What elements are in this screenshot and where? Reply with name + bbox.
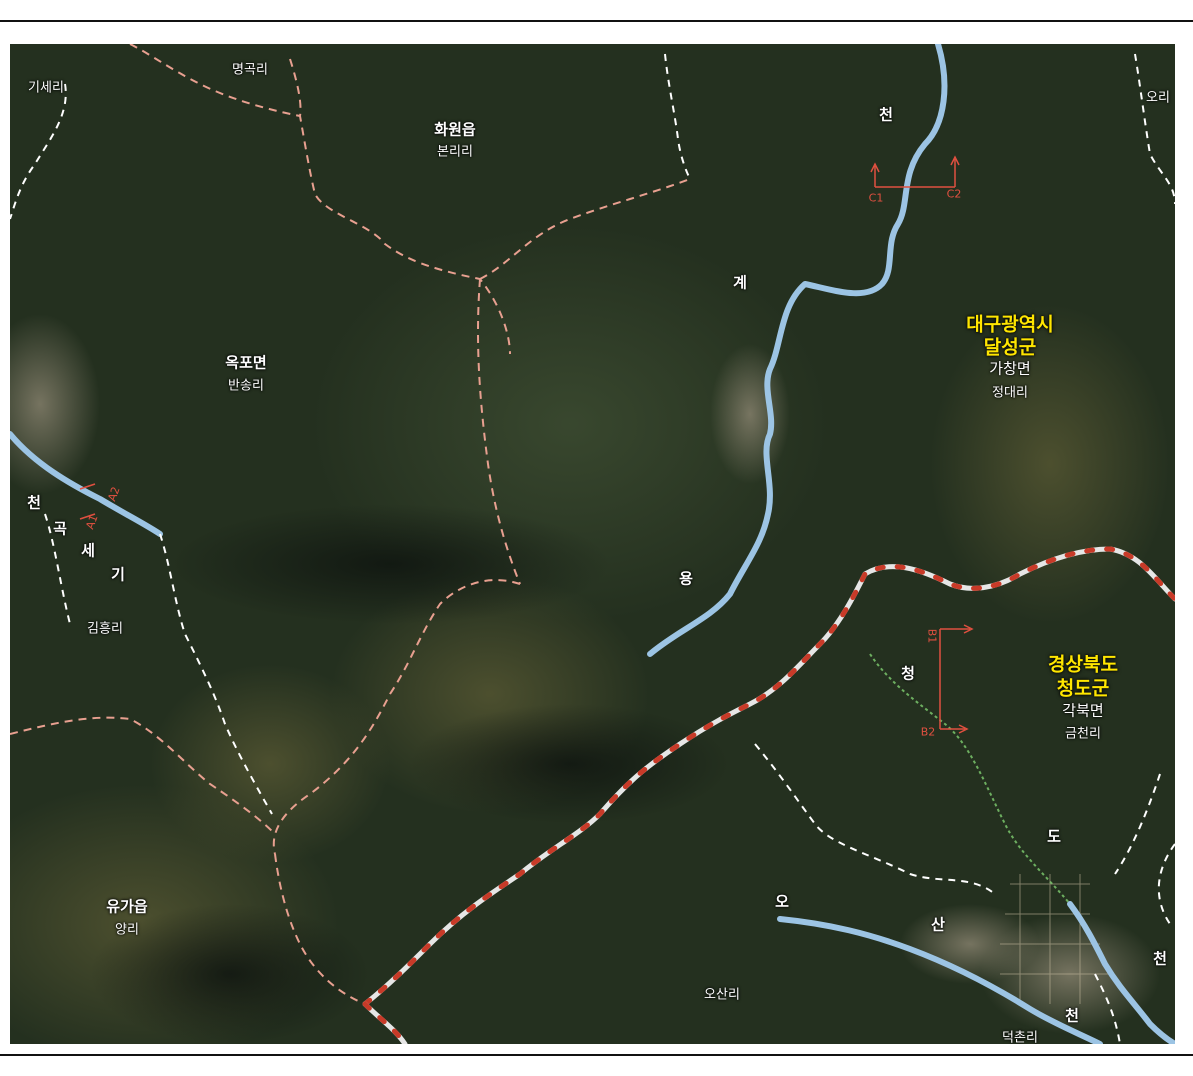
admin-boundaries <box>10 44 691 1005</box>
label-okpo-myeon: 옥포면 <box>225 353 267 372</box>
label-gisae-ri: 기세리 <box>28 80 64 96</box>
province-boundary <box>362 546 1175 1044</box>
stream-char: 계 <box>733 273 747 292</box>
label-hwawon-eup: 화원읍 <box>434 120 476 139</box>
gisegok-stream <box>10 431 163 537</box>
stream-char: 용 <box>679 569 693 588</box>
label-osan-ri: 오산리 <box>704 987 740 1003</box>
stream-char: 천 <box>1065 1006 1079 1025</box>
label-yang-ri: 양리 <box>115 922 139 938</box>
label-gakbuk: 각북면 <box>1062 701 1104 720</box>
stream-char: 곡 <box>53 519 67 538</box>
label-gyeongbuk: 경상북도 <box>1048 653 1118 676</box>
stream-char: 천 <box>879 105 893 124</box>
label-geumcheon-ri: 금천리 <box>1065 726 1101 742</box>
label-jeongdae-ri: 정대리 <box>992 385 1028 401</box>
label-bansong-ri: 반송리 <box>228 378 264 394</box>
cheongdo-stream <box>1067 901 1175 1044</box>
marker-b2: B2 <box>920 725 936 739</box>
section-markers <box>79 155 974 734</box>
label-daegu: 대구광역시 <box>966 313 1054 336</box>
top-rule <box>0 20 1193 22</box>
stream-char: 기 <box>111 565 125 584</box>
label-ori: 오리 <box>1146 90 1170 106</box>
aerial-map[interactable]: 기세리 명곡리 오리 화원읍 본리리 옥포면 반송리 대구광역시 달성군 가창면… <box>10 44 1175 1044</box>
map-canvas <box>10 44 1175 1044</box>
local-boundaries <box>10 53 1175 1044</box>
label-dalseong: 달성군 <box>983 336 1037 359</box>
stream-char: 청 <box>901 664 915 683</box>
label-gachang: 가창면 <box>989 359 1031 378</box>
label-deokchon-ri: 덕촌리 <box>1002 1030 1038 1045</box>
label-myeonggok-ri: 명곡리 <box>232 62 268 78</box>
label-cheongdo: 청도군 <box>1056 677 1110 700</box>
marker-b1: B1 <box>925 628 939 644</box>
stream-char: 도 <box>1047 827 1061 846</box>
stream-char: 천 <box>1153 949 1167 968</box>
label-yuga-eup: 유가읍 <box>106 897 148 916</box>
bottom-rule <box>0 1054 1193 1056</box>
stream-network <box>10 44 1175 1044</box>
stream-char: 세 <box>81 541 95 560</box>
stream-char: 오 <box>775 892 789 911</box>
stream-char: 천 <box>27 493 41 512</box>
marker-c2: C2 <box>946 187 962 201</box>
marker-c1: C1 <box>868 191 884 205</box>
label-bonri-ri: 본리리 <box>437 144 473 160</box>
yonggye-stream <box>647 44 948 657</box>
osan-stream <box>777 916 1103 1044</box>
stream-char: 산 <box>931 915 945 934</box>
label-gimheung-ri: 김흥리 <box>87 621 123 637</box>
